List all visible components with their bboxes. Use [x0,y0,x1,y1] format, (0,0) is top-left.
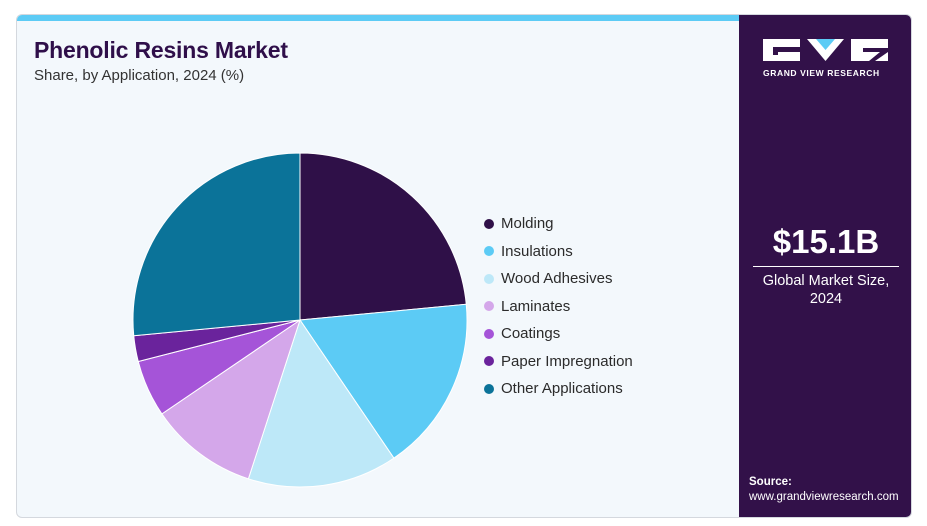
legend-swatch [484,383,494,394]
legend-item-insulations: Insulations [484,238,633,266]
legend-label: Insulations [501,242,573,260]
legend-swatch [484,328,494,339]
legend-item-wood-adhesives: Wood Adhesives [484,265,633,293]
pie-slice-other-applications[interactable] [132,152,301,337]
chart-subtitle: Share, by Application, 2024 (%) [34,67,245,84]
legend-item-molding: Molding [484,210,633,238]
legend-item-laminates: Laminates [484,293,633,321]
pie-chart [132,152,468,488]
gvr-logo: GRAND VIEW RESEARCH [763,39,888,78]
source-link[interactable]: www.grandviewresearch.com [749,491,899,503]
divider [753,266,899,267]
legend-swatch [484,246,494,257]
pie-slice-wood-adhesives[interactable] [247,318,395,488]
gvr-logo-text: GRAND VIEW RESEARCH [763,68,880,78]
chart-card: Phenolic Resins Market Share, by Applica… [16,14,912,518]
chart-legend: Molding Insulations Wood Adhesives Laminate… [484,210,633,403]
legend-label: Coatings [501,325,561,343]
pie-slice-molding[interactable] [299,152,467,321]
info-panel: GRAND VIEW RESEARCH $15.1B Global Market… [739,15,911,517]
pie-slice-insulations[interactable] [299,303,468,459]
legend-item-paper-impregnation: Paper Impregnation [484,348,633,376]
accent-bar [17,15,739,21]
legend-label: Other Applications [501,380,623,398]
legend-label: Wood Adhesives [501,270,613,288]
legend-swatch [484,273,494,284]
chart-panel: Phenolic Resins Market Share, by Applica… [17,15,739,517]
legend-swatch [484,218,494,229]
legend-label: Paper Impregnation [501,352,633,370]
legend-item-other-applications: Other Applications [484,375,633,403]
gvr-logo-icon [763,39,888,61]
legend-label: Laminates [501,297,571,315]
source-label: Source: [749,476,792,488]
pie-slice-laminates[interactable] [161,318,301,480]
legend-swatch [484,356,494,367]
legend-swatch [484,301,494,312]
chart-title: Phenolic Resins Market [34,37,288,63]
market-size-value: $15.1B [772,223,880,260]
market-size-label: Global Market Size, 2024 [762,273,890,307]
legend-label: Molding [501,215,554,233]
legend-item-coatings: Coatings [484,320,633,348]
